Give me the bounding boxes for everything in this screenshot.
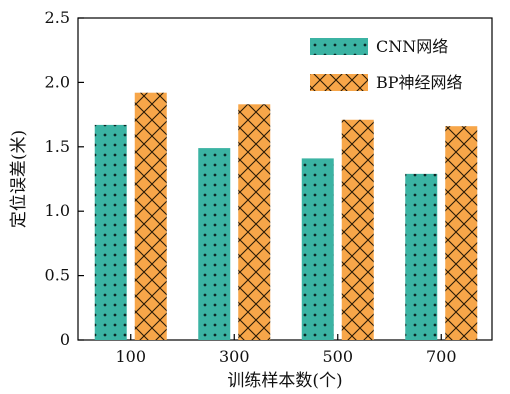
- legend-swatch-dots: [310, 38, 368, 55]
- plot-area: [77, 17, 493, 341]
- y-axis-label: 定位误差(米): [9, 130, 29, 228]
- y-tick-label: 0: [60, 330, 70, 349]
- legend-swatch-crosshatch: [310, 74, 368, 91]
- y-tick-label: 2.0: [45, 72, 70, 91]
- x-tick-label: 700: [426, 347, 457, 366]
- y-tick-label: 1.0: [45, 201, 70, 220]
- bar-crosshatch-500: [341, 119, 374, 340]
- x-tick-label: 100: [115, 347, 146, 366]
- x-tick-label: 300: [219, 347, 250, 366]
- plot-frame: [77, 17, 493, 341]
- y-tick-label: 2.5: [45, 8, 70, 27]
- bar-crosshatch-700: [445, 126, 478, 340]
- legend-label: BP神经网络: [376, 73, 463, 92]
- bar-dots-100: [94, 124, 127, 341]
- y-axis-ticks: 0 0.5 1.0 1.5 2.0 2.5: [45, 8, 84, 349]
- y-tick-label: 0.5: [45, 266, 70, 285]
- bars: [94, 92, 478, 341]
- bar-dots-500: [301, 158, 334, 340]
- bar-crosshatch-300: [238, 104, 271, 341]
- legend: CNN网络 BP神经网络: [310, 37, 463, 92]
- bar-dots-300: [198, 148, 231, 340]
- legend-label: CNN网络: [376, 37, 448, 56]
- x-axis-label: 训练样本数(个): [227, 371, 342, 391]
- bar-crosshatch-100: [134, 92, 167, 340]
- x-axis-ticks: 100 300 500 700: [115, 334, 457, 366]
- x-tick-label: 500: [322, 347, 353, 366]
- bar-dots-700: [405, 173, 438, 340]
- y-tick-label: 1.5: [45, 137, 70, 156]
